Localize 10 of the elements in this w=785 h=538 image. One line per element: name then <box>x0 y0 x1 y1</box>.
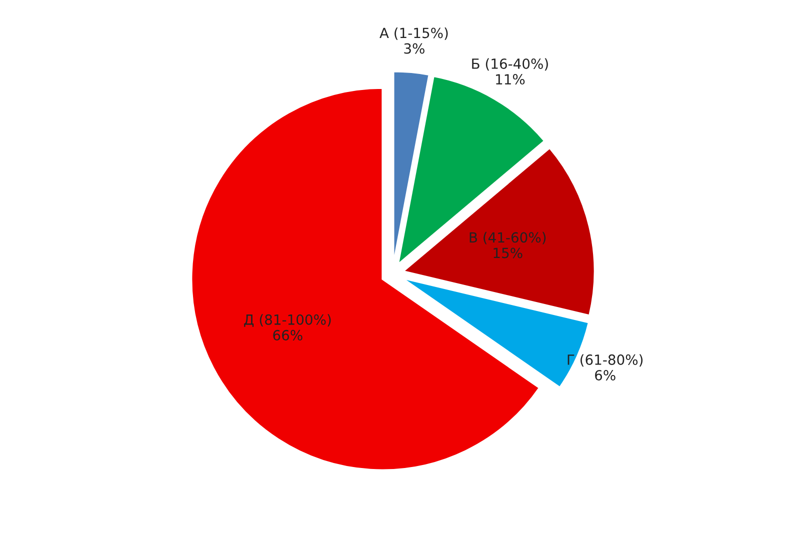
data-label: 15% <box>494 248 522 258</box>
data-label: 66% <box>273 330 302 340</box>
slice-label: Б (16-40%) <box>472 58 548 71</box>
slice-label: В (41-60%) <box>470 232 546 244</box>
data-label: 3% <box>404 43 424 54</box>
slice-label: Д (81-100%) <box>244 314 331 327</box>
data-label: 6% <box>595 370 616 380</box>
data-label: 11% <box>496 74 525 85</box>
slice-label: Г (61-80%) <box>568 354 643 367</box>
slice-label: А (1-15%) <box>380 27 448 40</box>
